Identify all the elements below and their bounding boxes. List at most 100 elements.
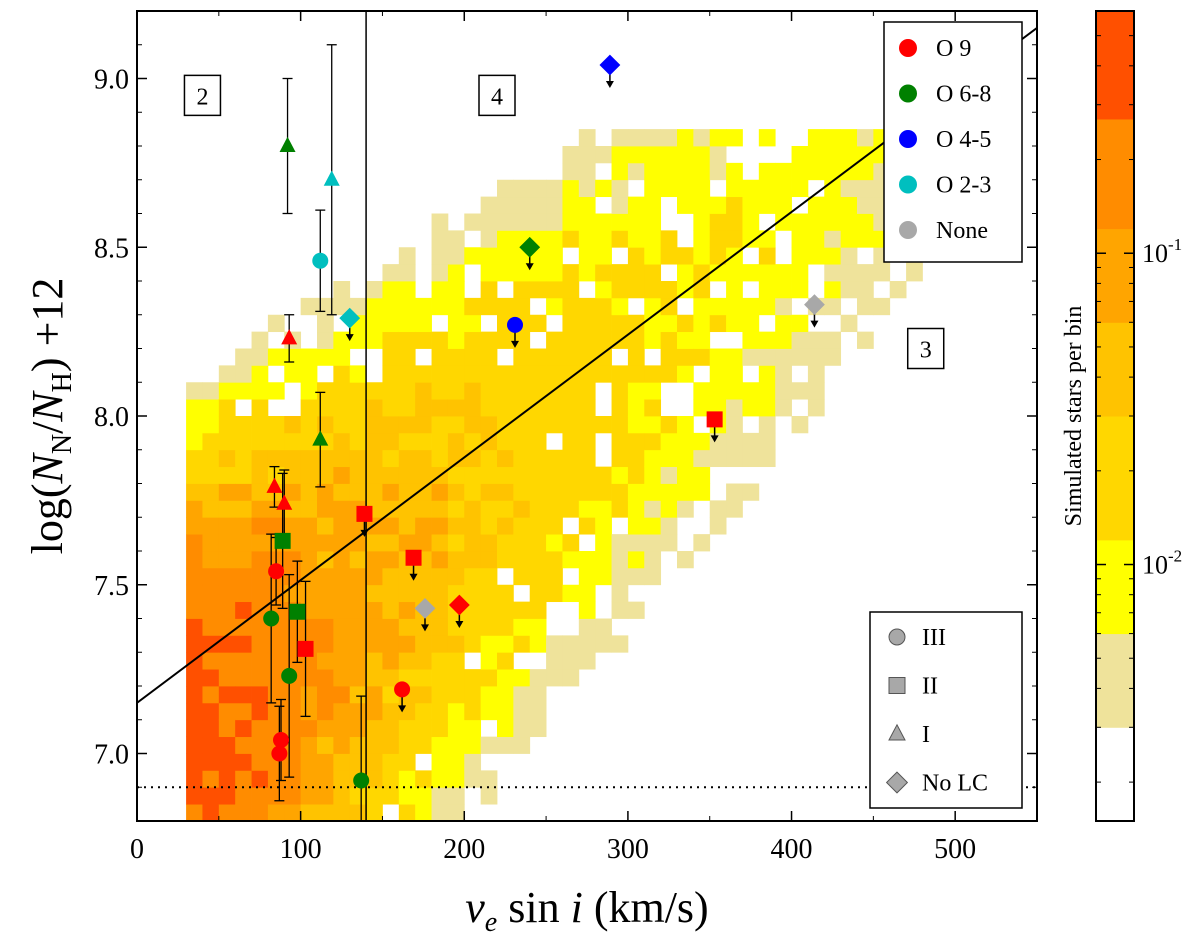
heatmap-cell — [235, 669, 252, 687]
heatmap-cell — [218, 382, 236, 400]
heatmap-cell — [382, 618, 400, 636]
heatmap-cell — [595, 365, 612, 383]
heatmap-cell — [578, 618, 596, 636]
heatmap-cell — [595, 179, 612, 198]
heatmap-cell — [497, 584, 514, 603]
heatmap-cell — [840, 230, 858, 248]
colorbar-level — [1096, 118, 1134, 230]
heatmap-cell — [251, 466, 269, 484]
x-tick-label: 200 — [443, 834, 485, 865]
heatmap-cell — [529, 466, 547, 484]
heatmap-cell — [431, 331, 449, 349]
heatmap-cell — [398, 314, 416, 333]
heatmap-cell — [251, 500, 269, 518]
heatmap-cell — [742, 196, 760, 214]
heatmap-cell — [611, 500, 629, 518]
heatmap-cell — [513, 416, 531, 434]
heatmap-cell — [660, 365, 678, 383]
heatmap-cell — [431, 230, 449, 248]
heatmap-cell — [480, 247, 498, 265]
heatmap-cell — [660, 247, 678, 265]
heatmap-cell — [382, 787, 400, 805]
heatmap-cell — [758, 281, 776, 299]
heatmap-cell — [677, 416, 694, 434]
heatmap-cell — [317, 382, 334, 400]
heatmap-cell — [857, 179, 874, 198]
heatmap-cell — [464, 500, 482, 518]
heatmap-cell — [464, 686, 482, 704]
heatmap-cell — [251, 432, 269, 451]
heatmap-cell — [840, 247, 858, 265]
heatmap-cell — [677, 247, 694, 265]
legend-marker — [899, 175, 917, 194]
heatmap-cell — [578, 517, 596, 535]
heatmap-cell — [431, 449, 449, 468]
heatmap-cell — [497, 179, 514, 198]
heatmap-cell — [431, 297, 449, 316]
heatmap-cell — [726, 432, 743, 451]
heatmap-cell — [349, 686, 367, 704]
heatmap-cell — [202, 483, 220, 501]
heatmap-cell — [742, 348, 760, 366]
data-point — [273, 732, 289, 748]
heatmap-cell — [218, 399, 236, 417]
heatmap-cell — [595, 635, 612, 653]
heatmap-cell — [611, 449, 629, 468]
heatmap-cell — [791, 264, 809, 282]
heatmap-cell — [251, 686, 269, 704]
heatmap-cell — [807, 247, 825, 265]
heatmap-cell — [218, 500, 236, 518]
data-point — [323, 170, 340, 186]
heatmap-cell — [398, 618, 416, 636]
region-label-box — [906, 327, 945, 370]
heatmap-cell — [317, 669, 334, 687]
heatmap-cell — [627, 601, 645, 619]
heatmap-cell — [349, 297, 367, 316]
heatmap-cell — [677, 146, 694, 164]
heatmap-cell — [431, 702, 449, 721]
heatmap-cell — [202, 466, 220, 484]
heatmap-cell — [840, 264, 858, 282]
heatmap-cell — [709, 129, 727, 147]
heatmap-cell — [742, 331, 760, 349]
heatmap-cell — [775, 162, 792, 181]
y-tick-label: 9.0 — [94, 65, 129, 96]
heatmap-cell — [431, 399, 449, 417]
heatmap-cell — [218, 365, 236, 383]
heatmap-cell — [791, 146, 809, 164]
heatmap-cell — [660, 534, 678, 552]
heatmap-cell — [235, 416, 252, 434]
heatmap-cell — [562, 179, 580, 198]
heatmap-cell — [562, 635, 580, 653]
upper-limit-arrowhead — [398, 705, 407, 713]
heatmap-cell — [709, 382, 727, 400]
heatmap-cell — [464, 399, 482, 417]
heatmap-cell — [251, 787, 269, 805]
heatmap-cell — [251, 483, 269, 501]
heatmap-cell — [513, 686, 531, 704]
heatmap-cell — [398, 719, 416, 738]
heatmap-cell — [284, 365, 302, 383]
heatmap-cell — [366, 399, 383, 417]
heatmap-cell — [447, 314, 465, 333]
heatmap-cell — [791, 162, 809, 181]
heatmap-cell — [529, 179, 547, 198]
heatmap-cell — [186, 601, 203, 619]
heatmap-cell — [284, 770, 302, 788]
heatmap-cell — [644, 432, 662, 451]
heatmap-cell — [709, 365, 727, 383]
heatmap-cell — [562, 365, 580, 383]
heatmap-cell — [218, 601, 236, 619]
heatmap-cell — [235, 753, 252, 771]
legend-marker — [899, 84, 917, 103]
heatmap-cell — [415, 635, 432, 653]
heatmap-cell — [382, 432, 400, 451]
heatmap-cell — [349, 804, 367, 821]
heatmap-cell — [300, 416, 318, 434]
heatmap-cell — [218, 702, 236, 721]
heatmap-cell — [562, 162, 580, 181]
heatmap-cell — [480, 787, 498, 805]
heatmap-cell — [742, 399, 760, 417]
heatmap-cell — [644, 365, 662, 383]
upper-limit-arrowhead — [455, 621, 464, 628]
